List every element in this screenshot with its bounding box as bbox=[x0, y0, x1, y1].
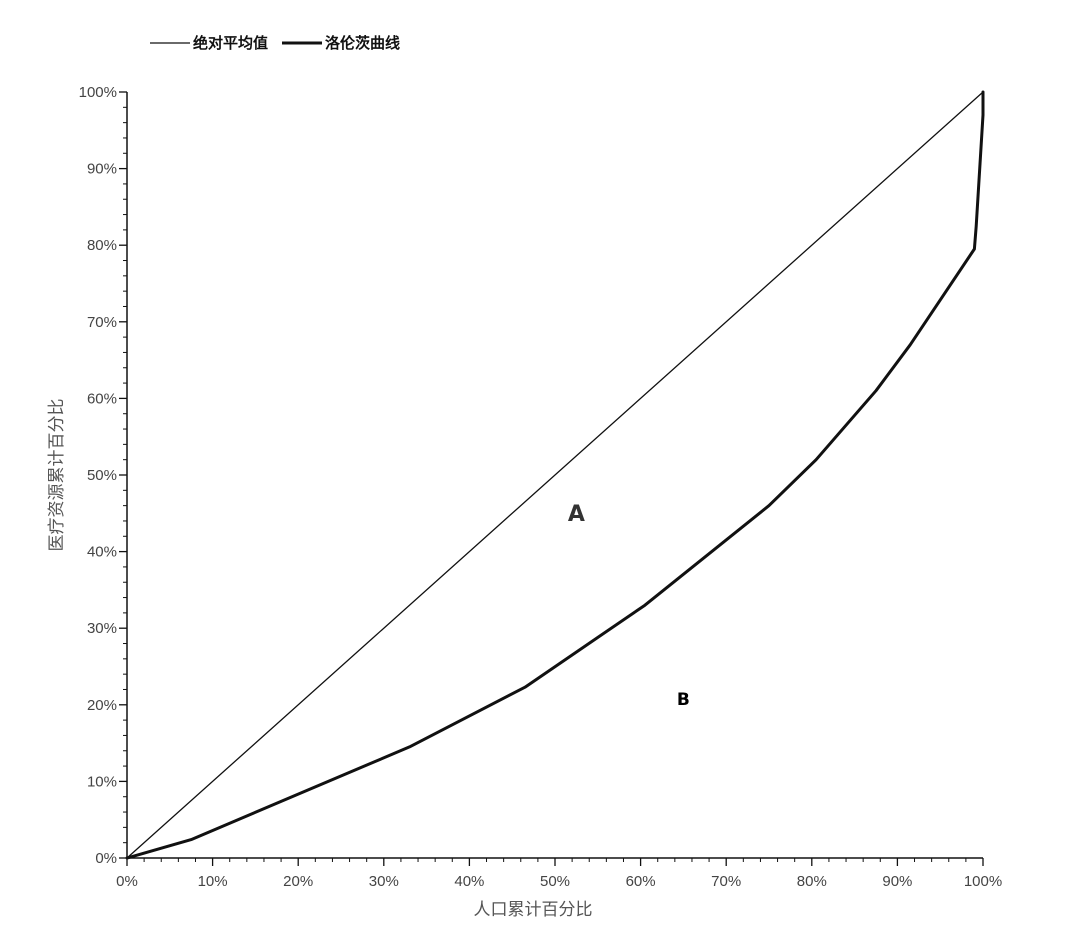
x-tick-label: 80% bbox=[797, 873, 827, 890]
equality-line bbox=[126, 91, 984, 859]
legend-label-lorenz: 洛伦茨曲线 bbox=[325, 34, 400, 52]
x-tick-label: 0% bbox=[116, 873, 138, 890]
x-tick-label: 50% bbox=[540, 873, 570, 890]
axes: 0% 10% 20% 30% 40% 50% 60% 70% 80% 90% 100% 0% 10% 20… bbox=[79, 84, 1003, 890]
y-tick-label: 80% bbox=[87, 237, 117, 254]
lorenz-curve bbox=[125, 90, 985, 860]
y-tick-label: 70% bbox=[87, 314, 117, 331]
y-tick-label: 90% bbox=[87, 161, 117, 178]
x-tick-label: 90% bbox=[882, 873, 912, 890]
legend-label-equality: 绝对平均值 bbox=[193, 34, 268, 52]
y-axis-title: 医疗资源累计百分比 bbox=[47, 399, 67, 552]
x-tick-label: 100% bbox=[964, 873, 1002, 890]
annotations: AB bbox=[568, 502, 690, 710]
x-tick-label: 20% bbox=[283, 873, 313, 890]
y-tick-label: 30% bbox=[87, 620, 117, 637]
x-axis-title: 人口累计百分比 bbox=[474, 900, 593, 920]
y-tick-label: 50% bbox=[87, 467, 117, 484]
legend: 绝对平均值 洛伦茨曲线 bbox=[150, 34, 400, 52]
x-tick-label: 60% bbox=[626, 873, 656, 890]
x-tick-label: 40% bbox=[454, 873, 484, 890]
x-tick-label: 10% bbox=[198, 873, 228, 890]
x-tick-label: 70% bbox=[711, 873, 741, 890]
region-label-a: A bbox=[568, 502, 585, 527]
y-tick-label: 20% bbox=[87, 697, 117, 714]
y-tick-label: 60% bbox=[87, 390, 117, 407]
series-layer bbox=[125, 90, 985, 860]
region-label-b: B bbox=[677, 690, 690, 710]
x-tick-label: 30% bbox=[369, 873, 399, 890]
y-tick-label: 10% bbox=[87, 773, 117, 790]
y-tick-label: 100% bbox=[79, 84, 117, 101]
y-tick-label: 0% bbox=[95, 850, 117, 867]
y-tick-label: 40% bbox=[87, 544, 117, 561]
